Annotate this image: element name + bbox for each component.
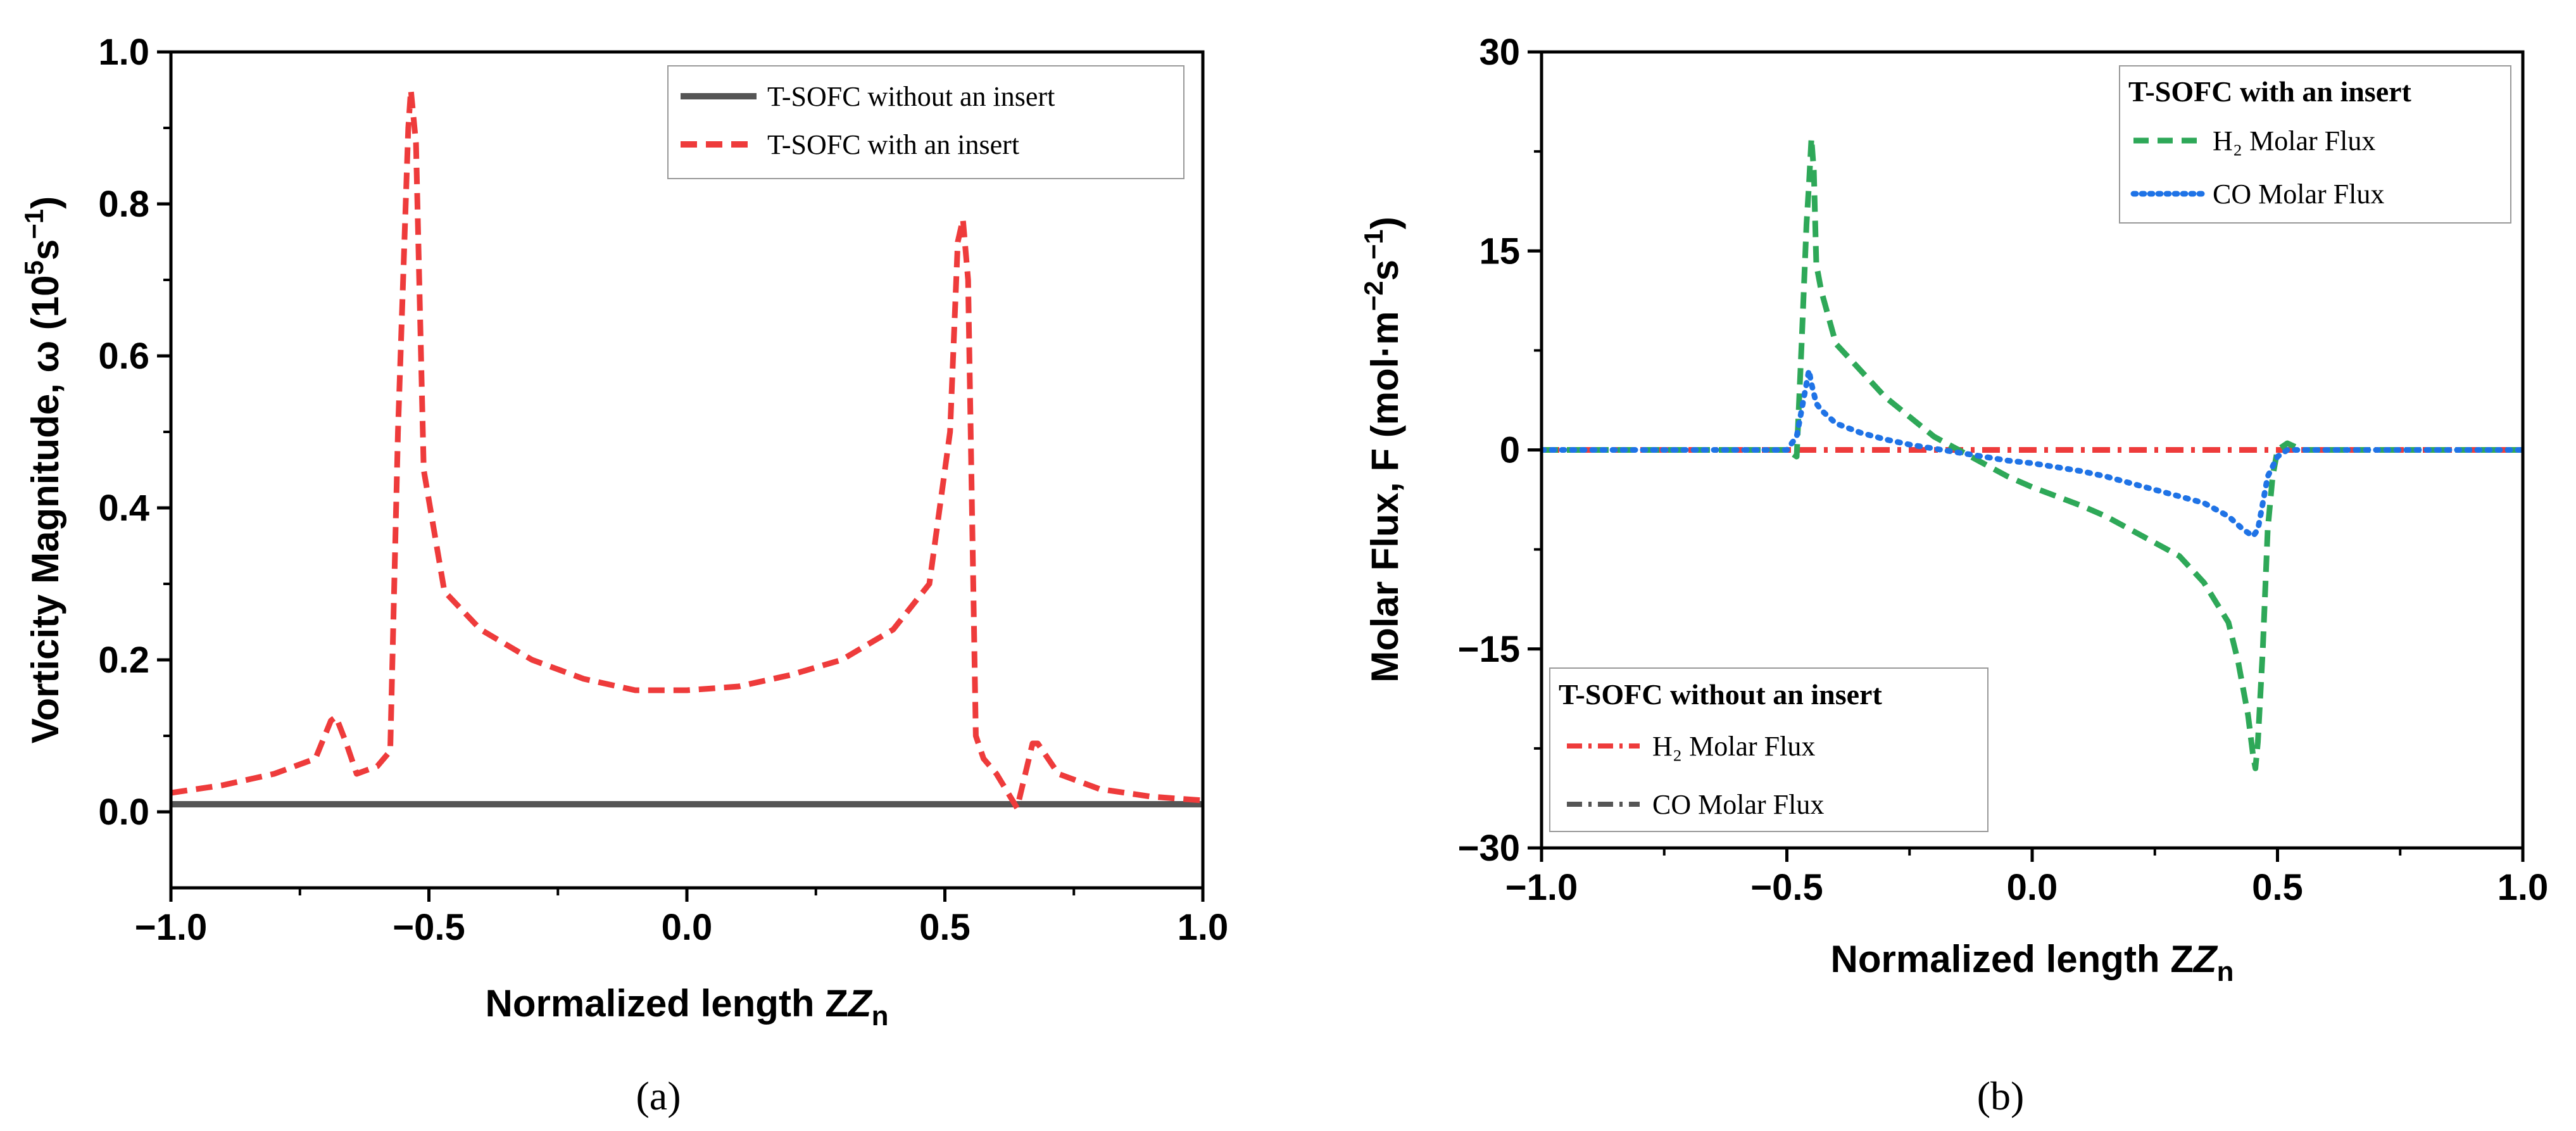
x-tick-label-0-1: −0.5 bbox=[393, 907, 465, 948]
y-tick-label-0-1: 0.2 bbox=[98, 640, 149, 681]
x-tick-label-1-1: −0.5 bbox=[1750, 867, 1823, 908]
panel-b-y-axis-title: Molar Flux, F (mol·m−2s−1) bbox=[1359, 217, 1406, 683]
panel-b-legend-with-title: T-SOFC with an insert bbox=[2128, 75, 2412, 108]
panel-b-legend-with-insert: T-SOFC with an insert H₂ Molar Flux CO M… bbox=[2119, 65, 2511, 224]
x-tick-label-0-3: 0.5 bbox=[919, 907, 971, 948]
panel-b-legend-without-insert: T-SOFC without an insert H₂ Molar Flux C… bbox=[1549, 667, 1989, 832]
y-tick-label-0-5: 1.0 bbox=[98, 32, 149, 73]
panel-b-x-axis-title: Normalized length ZZn bbox=[1831, 938, 2234, 987]
y-tick-label-0-0: 0.0 bbox=[98, 792, 149, 833]
x-tick-label-1-4: 1.0 bbox=[2497, 867, 2549, 908]
panel-b-legend-without-title: T-SOFC without an insert bbox=[1559, 678, 1882, 711]
panel-a-legend: T-SOFC without an insert T-SOFC with an … bbox=[667, 65, 1184, 179]
panel-a-legend-label-without: T-SOFC without an insert bbox=[767, 81, 1055, 112]
y-tick-label-1-0: −30 bbox=[1458, 828, 1520, 869]
panel-b-molar-flux-chart: −1.0 −0.5 0.0 0.5 1.0 −30 −15 0 15 30 Normalized … bbox=[1359, 32, 2548, 1118]
y-tick-label-0-4: 0.8 bbox=[98, 184, 149, 225]
panel-b-legend-label-h2-with: H₂ Molar Flux bbox=[2213, 125, 2375, 156]
x-tick-label-1-3: 0.5 bbox=[2252, 867, 2303, 908]
y-tick-label-1-3: 15 bbox=[1479, 231, 1520, 272]
panel-b-legend-without-box bbox=[1549, 667, 1989, 832]
y-tick-label-0-3: 0.6 bbox=[98, 336, 149, 377]
panel-a-label: (a) bbox=[636, 1073, 681, 1118]
panel-b-legend-label-co-without: CO Molar Flux bbox=[1652, 789, 1824, 820]
panel-b-legend-with-box bbox=[2119, 65, 2511, 224]
y-tick-label-1-2: 0 bbox=[1500, 430, 1520, 471]
panel-b-plot-area bbox=[1542, 135, 2523, 771]
panel-b-legend-label-co-with: CO Molar Flux bbox=[2213, 179, 2384, 210]
y-tick-label-0-2: 0.4 bbox=[98, 488, 149, 529]
panel-b-legend-label-h2-without: H₂ Molar Flux bbox=[1652, 731, 1815, 762]
series-line-0-1 bbox=[171, 87, 1203, 811]
panel-a-axes-ticks: −1.0 −0.5 0.0 0.5 1.0 0.0 0.2 0.4 0.6 0.8 1.0 bbox=[98, 32, 1228, 948]
panel-a-x-axis-title: Normalized length ZZn bbox=[486, 982, 889, 1032]
panel-b-label: (b) bbox=[1977, 1073, 2025, 1118]
x-tick-label-1-2: 0.0 bbox=[2007, 867, 2058, 908]
panel-a-y-axis-title: Vorticity Magnitude, ω (105s−1) bbox=[19, 196, 66, 743]
y-tick-label-1-4: 30 bbox=[1479, 32, 1520, 73]
series-line-1-0 bbox=[1542, 135, 2523, 771]
panel-a-plot-area bbox=[171, 87, 1203, 811]
panel-a-legend-box bbox=[667, 65, 1184, 179]
x-tick-label-0-2: 0.0 bbox=[662, 907, 713, 948]
x-tick-label-1-0: −1.0 bbox=[1505, 867, 1578, 908]
y-tick-label-1-1: −15 bbox=[1458, 629, 1520, 670]
panel-a-vorticity-chart: −1.0 −0.5 0.0 0.5 1.0 0.0 0.2 0.4 0.6 0.8 1.0 Norm… bbox=[19, 32, 1228, 1118]
panel-a-legend-label-with: T-SOFC with an insert bbox=[767, 129, 1019, 160]
panel-b-axes-ticks: −1.0 −0.5 0.0 0.5 1.0 −30 −15 0 15 30 bbox=[1458, 32, 2549, 908]
series-line-1-1 bbox=[1542, 367, 2523, 540]
x-tick-label-0-0: −1.0 bbox=[135, 907, 208, 948]
x-tick-label-0-4: 1.0 bbox=[1178, 907, 1229, 948]
